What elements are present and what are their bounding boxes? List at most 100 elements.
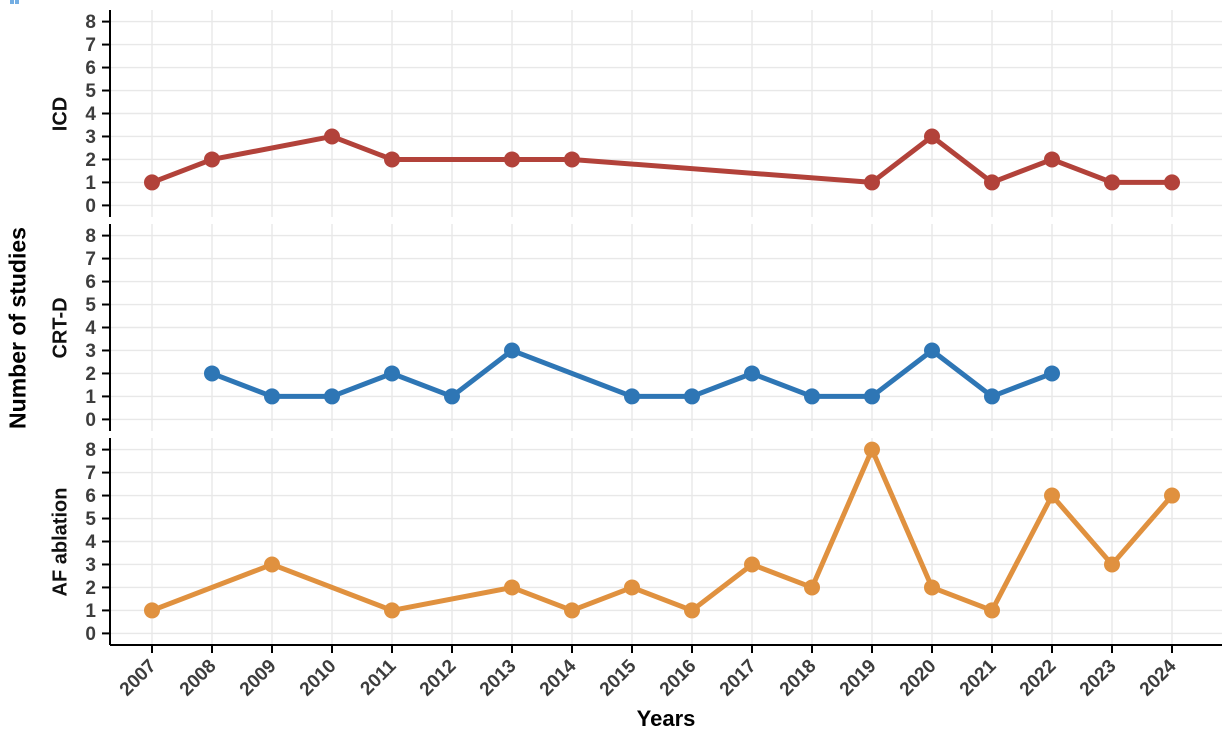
y-tick-label: 5 [85, 81, 96, 102]
y-tick-label: 5 [85, 509, 96, 530]
artifact-mark [15, 0, 19, 4]
y-tick-label: 0 [85, 624, 96, 645]
x-tick-label: 2013 [476, 656, 521, 701]
y-tick-label: 8 [85, 226, 96, 247]
y-tick-label: 7 [85, 35, 96, 56]
y-tick-label: 4 [85, 318, 96, 339]
data-point [564, 151, 580, 168]
data-point [684, 602, 700, 619]
data-point [624, 388, 640, 405]
y-tick-label: 7 [85, 249, 96, 270]
x-axis-title: Years [636, 706, 696, 731]
data-point [504, 151, 520, 168]
data-point [1164, 174, 1180, 191]
y-tick-label: 6 [85, 486, 96, 507]
y-tick-label: 5 [85, 295, 96, 316]
data-point [804, 579, 820, 596]
data-point [144, 174, 160, 191]
y-tick-label: 8 [85, 440, 96, 461]
x-tick-label: 2012 [416, 656, 461, 701]
x-tick-label: 2024 [1136, 655, 1181, 700]
facet-label-af-ablation: AF ablation [49, 487, 72, 597]
y-tick-label: 1 [85, 601, 96, 622]
x-tick-label: 2017 [716, 656, 761, 701]
data-point [864, 441, 880, 458]
data-point [864, 388, 880, 405]
data-point [624, 579, 640, 596]
data-point [384, 365, 400, 382]
x-tick-label: 2008 [176, 656, 221, 701]
data-point [204, 365, 220, 382]
y-tick-label: 1 [85, 173, 96, 194]
x-tick-label: 2020 [896, 656, 941, 701]
x-tick-label: 2009 [236, 656, 281, 701]
facet-label-crtd: CRT-D [49, 297, 72, 359]
y-tick-label: 2 [85, 578, 96, 599]
y-tick-label: 0 [85, 410, 96, 431]
x-tick-label: 2011 [357, 655, 401, 699]
y-tick-label: 2 [85, 364, 96, 385]
facet-label-icd: ICD [49, 96, 72, 132]
y-tick-label: 3 [85, 127, 96, 148]
x-tick-label: 2007 [116, 656, 161, 701]
data-point [684, 388, 700, 405]
data-point [1104, 174, 1120, 191]
data-point [804, 388, 820, 405]
data-point [504, 342, 520, 359]
data-point [1164, 487, 1180, 504]
data-point [984, 174, 1000, 191]
y-tick-label: 4 [85, 532, 96, 553]
data-point [744, 556, 760, 573]
artifact-mark [10, 0, 14, 4]
x-axis: 2007 2008 2009 2010 2011 2012 2013 2014 2015 2016… [110, 644, 1222, 701]
data-point [864, 174, 880, 191]
data-point [1044, 487, 1060, 504]
data-point [444, 388, 460, 405]
data-point [984, 602, 1000, 619]
data-point [744, 365, 760, 382]
x-tick-label: 2014 [536, 655, 581, 700]
data-point [924, 579, 940, 596]
y-tick-label: 2 [85, 150, 96, 171]
y-tick-label: 7 [85, 463, 96, 484]
x-tick-label: 2015 [596, 655, 641, 700]
x-tick-label: 2018 [776, 656, 821, 701]
data-point [144, 602, 160, 619]
series-line [209, 347, 1055, 399]
data-point [384, 602, 400, 619]
x-tick-label: 2023 [1076, 656, 1121, 701]
y-tick-label: 0 [85, 196, 96, 217]
y-tick-label: 6 [85, 58, 96, 79]
data-point [264, 388, 280, 405]
data-point [504, 579, 520, 596]
x-tick-label: 2016 [656, 656, 701, 701]
data-point [924, 342, 940, 359]
data-point [204, 151, 220, 168]
x-tick-label: 2010 [296, 656, 341, 701]
y-tick-label: 1 [85, 387, 96, 408]
x-tick-label: 2021 [956, 655, 1001, 700]
y-tick-label: 3 [85, 341, 96, 362]
data-point [324, 388, 340, 405]
x-tick-label: 2022 [1016, 656, 1061, 701]
series-line [149, 133, 1175, 185]
data-point [984, 388, 1000, 405]
series-line [149, 447, 1175, 613]
data-point [924, 128, 940, 145]
data-point [564, 602, 580, 619]
y-tick-label: 3 [85, 555, 96, 576]
data-point [324, 128, 340, 145]
data-point [264, 556, 280, 573]
y-tick-label: 6 [85, 272, 96, 293]
data-point [1044, 365, 1060, 382]
data-point [1104, 556, 1120, 573]
x-tick-label: 2019 [836, 656, 881, 701]
y-axis-title: Number of studies [4, 227, 31, 429]
data-point [384, 151, 400, 168]
y-tick-label: 8 [85, 12, 96, 33]
